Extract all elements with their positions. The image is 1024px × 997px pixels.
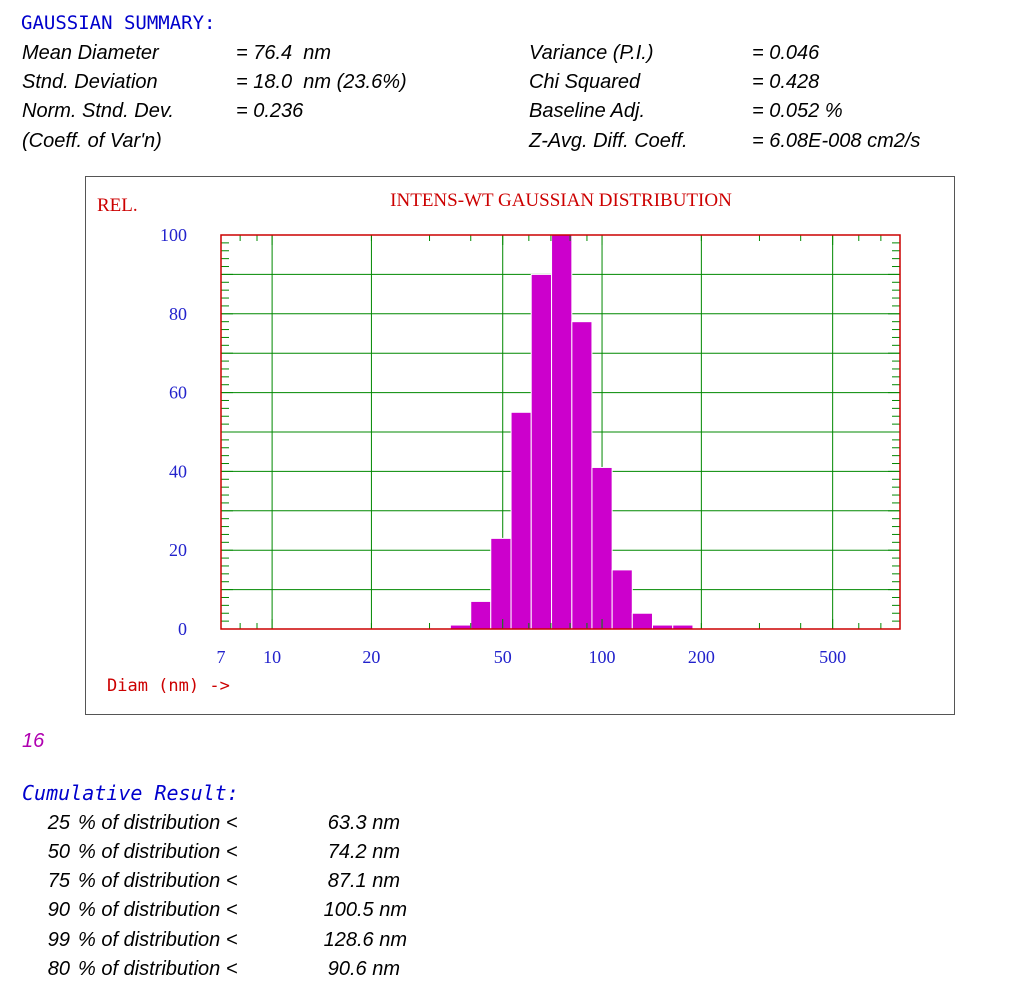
run-number: 16 (22, 730, 45, 752)
stat-value: = 0.428 (752, 71, 820, 93)
cum-value: 63.3 nm (327, 812, 400, 834)
cum-pct: 99 (47, 929, 70, 951)
chart-panel: REL. INTENS-WT GAUSSIAN DISTRIBUTION Dia… (85, 176, 955, 715)
cum-value: 74.2 nm (327, 841, 400, 863)
y-tick-label: 40 (169, 461, 187, 481)
histogram-bar (530, 273, 553, 630)
stat-label: Chi Squared (529, 71, 641, 93)
y-tick-label: 80 (169, 304, 187, 324)
stat-label: Z-Avg. Diff. Coeff. (529, 130, 688, 152)
stat-label: Mean Diameter (22, 42, 159, 64)
histogram-bar (551, 234, 573, 630)
cum-text: % of distribution < (78, 929, 238, 951)
histogram-bar (591, 466, 613, 630)
x-tick-label: 20 (362, 647, 380, 667)
cum-text: % of distribution < (78, 841, 238, 863)
x-tick-label: 100 (589, 647, 616, 667)
x-tick-label: 200 (688, 647, 715, 667)
y-tick-label: 100 (160, 225, 187, 245)
cum-text: % of distribution < (78, 958, 238, 980)
histogram-bar (631, 612, 653, 630)
distribution-chart: REL. INTENS-WT GAUSSIAN DISTRIBUTION Dia… (97, 190, 901, 696)
cum-pct: 80 (47, 958, 70, 980)
stat-label: Stnd. Deviation (22, 71, 158, 93)
y-tick-label: 60 (169, 383, 187, 403)
stat-label: Norm. Stnd. Dev. (22, 100, 174, 122)
cum-text: % of distribution < (78, 870, 238, 892)
y-tick-label: 20 (169, 540, 187, 560)
y-axis-label: REL. (97, 195, 138, 216)
x-tick-label: 10 (263, 647, 281, 667)
stat-value: = 0.236 (236, 100, 304, 122)
tick-labels: 0 20 40 60 80 100 7 10 20 50 100 200 500 (160, 225, 846, 667)
x-tick-label: 500 (819, 647, 846, 667)
stat-value: = 0.052 % (752, 100, 843, 122)
stat-value: = 0.046 (752, 42, 820, 64)
cum-pct: 50 (47, 841, 70, 863)
plot-frame (220, 234, 901, 630)
cum-text: % of distribution < (78, 812, 238, 834)
stat-value: = 18.0 nm (23.6%) (236, 71, 407, 93)
stat-label: Baseline Adj. (529, 100, 645, 122)
stat-value: = 76.4 nm (236, 42, 332, 64)
x-tick-label: 50 (494, 647, 512, 667)
stat-value: = 6.08E-008 cm2/s (752, 130, 921, 152)
chart-title: INTENS-WT GAUSSIAN DISTRIBUTION (390, 190, 732, 211)
bars (449, 234, 694, 630)
x-tick-label: 7 (217, 647, 226, 667)
cum-value: 90.6 nm (327, 958, 400, 980)
stat-label: Variance (P.I.) (529, 42, 654, 64)
cum-pct: 25 (47, 812, 70, 834)
y-tick-label: 0 (178, 619, 187, 639)
cum-text: % of distribution < (78, 899, 238, 921)
cum-value: 128.6 nm (323, 929, 407, 951)
histogram-bar (571, 321, 593, 630)
x-axis-label: Diam (nm) -> (107, 676, 230, 696)
histogram-bar (611, 569, 633, 630)
cum-value: 100.5 nm (323, 899, 407, 921)
cumulative-title: Cumulative Result: (22, 781, 239, 805)
stat-label: (Coeff. of Var'n) (22, 130, 162, 152)
histogram-bar (510, 411, 532, 630)
summary-title: GAUSSIAN SUMMARY: (21, 12, 216, 34)
histogram-bar (490, 537, 512, 630)
histogram-bar (470, 600, 492, 630)
cum-pct: 75 (47, 870, 70, 892)
cum-pct: 90 (47, 899, 70, 921)
cum-value: 87.1 nm (327, 870, 400, 892)
